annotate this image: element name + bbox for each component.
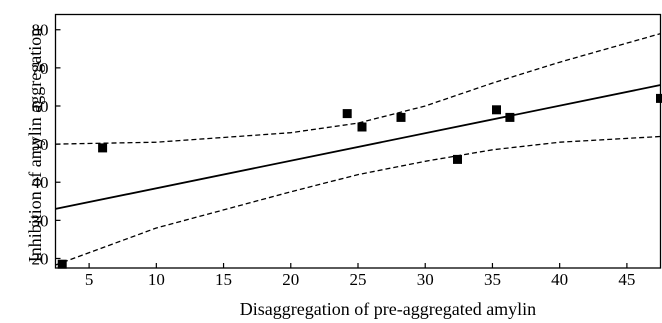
data-points bbox=[57, 93, 662, 269]
confidence-band-lower bbox=[55, 135, 661, 266]
regression-line-group bbox=[55, 84, 661, 210]
x-tick-label: 35 bbox=[484, 270, 501, 289]
confidence-band-upper bbox=[55, 32, 661, 145]
x-tick-label: 5 bbox=[85, 270, 94, 289]
data-point bbox=[342, 109, 352, 119]
data-point bbox=[453, 154, 462, 164]
y-axis-ticks: 20 30 40 50 60 70 80 bbox=[32, 21, 61, 268]
y-tick-label: 40 bbox=[32, 173, 49, 192]
x-tick-label: 30 bbox=[417, 270, 434, 289]
regression-line bbox=[55, 84, 661, 210]
data-point bbox=[396, 112, 406, 122]
x-axis-ticks: 5 10 15 20 25 30 35 40 45 bbox=[85, 263, 635, 289]
x-tick-label: 20 bbox=[282, 270, 299, 289]
y-tick-label: 50 bbox=[32, 135, 49, 154]
y-tick-label: 30 bbox=[32, 211, 49, 230]
x-tick-label: 40 bbox=[551, 270, 568, 289]
confidence-band bbox=[55, 32, 661, 266]
data-point bbox=[98, 143, 108, 153]
data-point bbox=[57, 259, 67, 269]
data-point bbox=[656, 93, 662, 103]
data-point bbox=[505, 112, 515, 122]
x-axis-title: Disaggregation of pre-aggregated amylin bbox=[240, 299, 536, 319]
data-point bbox=[492, 105, 501, 115]
x-tick-label: 45 bbox=[618, 270, 635, 289]
y-tick-label: 20 bbox=[32, 249, 49, 268]
y-axis-title: Inhibition of amylin aggregation bbox=[25, 28, 45, 262]
y-tick-label: 70 bbox=[32, 59, 49, 78]
x-tick-label: 15 bbox=[215, 270, 232, 289]
x-tick-label: 10 bbox=[148, 270, 165, 289]
y-tick-label: 80 bbox=[32, 21, 49, 40]
data-point bbox=[357, 122, 367, 132]
x-tick-label: 25 bbox=[350, 270, 367, 289]
y-tick-label: 60 bbox=[32, 97, 49, 116]
